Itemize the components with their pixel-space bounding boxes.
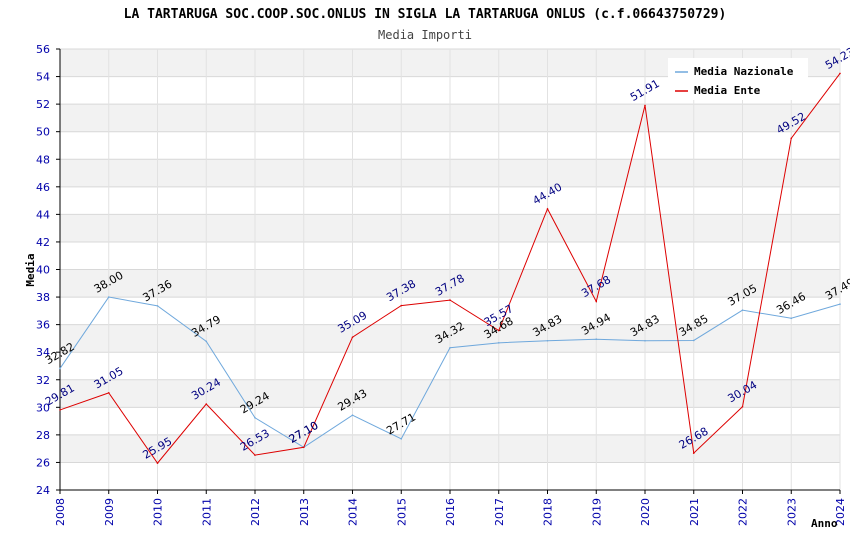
x-tick-label: 2020 [639,498,652,526]
series-lines [59,72,841,464]
y-axis-label: Media [24,253,37,286]
legend-label-nazionale: Media Nazionale [694,65,794,78]
data-point-ente [400,304,403,307]
data-point-ente [546,208,549,210]
y-tick-label: 52 [36,98,50,111]
data-point-nazionale [205,340,208,343]
x-tick-label: 2013 [298,498,311,526]
data-point-nazionale [692,339,695,342]
y-tick-label: 50 [36,126,50,139]
y-tick-label: 38 [36,291,50,304]
y-tick-label: 34 [36,346,50,359]
y-tick-label: 30 [36,401,50,414]
data-point-nazionale [107,296,110,298]
x-tick-label: 2019 [590,498,603,526]
x-tick-label: 2022 [737,498,750,526]
y-tick-label: 46 [36,181,50,194]
data-point-nazionale [595,338,598,341]
data-point-ente [351,336,354,338]
chart-subtitle: Media Importi [378,28,472,42]
y-tick-label: 28 [36,429,50,442]
data-point-ente [254,454,256,456]
data-point-ente [449,299,451,301]
y-tick-label: 40 [36,264,50,277]
data-point-nazionale [497,342,500,344]
data-point-nazionale [156,305,159,307]
data-point-nazionale [351,414,354,416]
y-axis-ticks: 24 26 28 30 32 34 36 38 40 42 44 46 48 50 52 54 56 [36,43,60,497]
x-axis-label: Anno [811,517,838,530]
y-tick-label: 48 [36,153,50,166]
x-tick-label: 2010 [152,498,165,526]
y-tick-label: 24 [36,484,50,497]
x-tick-label: 2008 [54,498,67,526]
x-tick-label: 2011 [200,498,213,526]
data-point-nazionale [59,367,61,370]
y-tick-label: 42 [36,236,50,249]
y-tick-label: 54 [36,71,50,84]
data-point-ente [302,446,305,449]
data-point-ente [156,462,159,464]
data-point-nazionale [449,346,451,349]
data-point-ente [741,405,744,408]
data-point-ente [59,409,61,411]
x-tick-label: 2023 [785,498,798,526]
chart-title: LA TARTARUGA SOC.COOP.SOC.ONLUS IN SIGLA… [124,7,727,22]
y-tick-label: 56 [36,43,50,56]
data-point-ente [839,72,841,75]
data-point-ente [644,104,646,107]
data-point-ente [595,300,598,303]
data-point-nazionale [546,339,549,342]
data-point-ente [692,452,695,454]
legend-label-ente: Media Ente [694,84,761,97]
data-point-nazionale [644,339,646,342]
x-tick-label: 2012 [249,498,262,526]
data-point-nazionale [254,416,256,419]
y-tick-label: 32 [36,374,50,387]
legend-box [668,58,808,100]
data-point-ente [107,392,110,394]
data-point-nazionale [790,317,793,320]
legend: Media Nazionale Media Ente [668,58,808,100]
x-tick-label: 2014 [347,498,360,526]
data-point-ente [790,137,793,140]
data-point-nazionale [839,303,841,305]
x-tick-label: 2018 [542,498,555,526]
y-tick-label: 26 [36,456,50,469]
data-point-ente [205,403,208,405]
x-tick-label: 2021 [688,498,701,526]
y-tick-label: 36 [36,319,50,332]
data-point-ente [497,329,500,332]
y-tick-label: 44 [36,208,50,221]
x-tick-label: 2024 [834,498,847,526]
gridlines [59,48,841,491]
x-tick-label: 2009 [103,498,116,526]
x-tick-label: 2017 [493,498,506,526]
x-tick-label: 2015 [395,498,408,526]
data-point-nazionale [400,438,403,440]
data-point-nazionale [741,309,744,311]
x-tick-label: 2016 [444,498,457,526]
x-axis-ticks: 2008 2009 2010 2011 2012 2013 2014 2015 2016 2017… [54,490,847,526]
